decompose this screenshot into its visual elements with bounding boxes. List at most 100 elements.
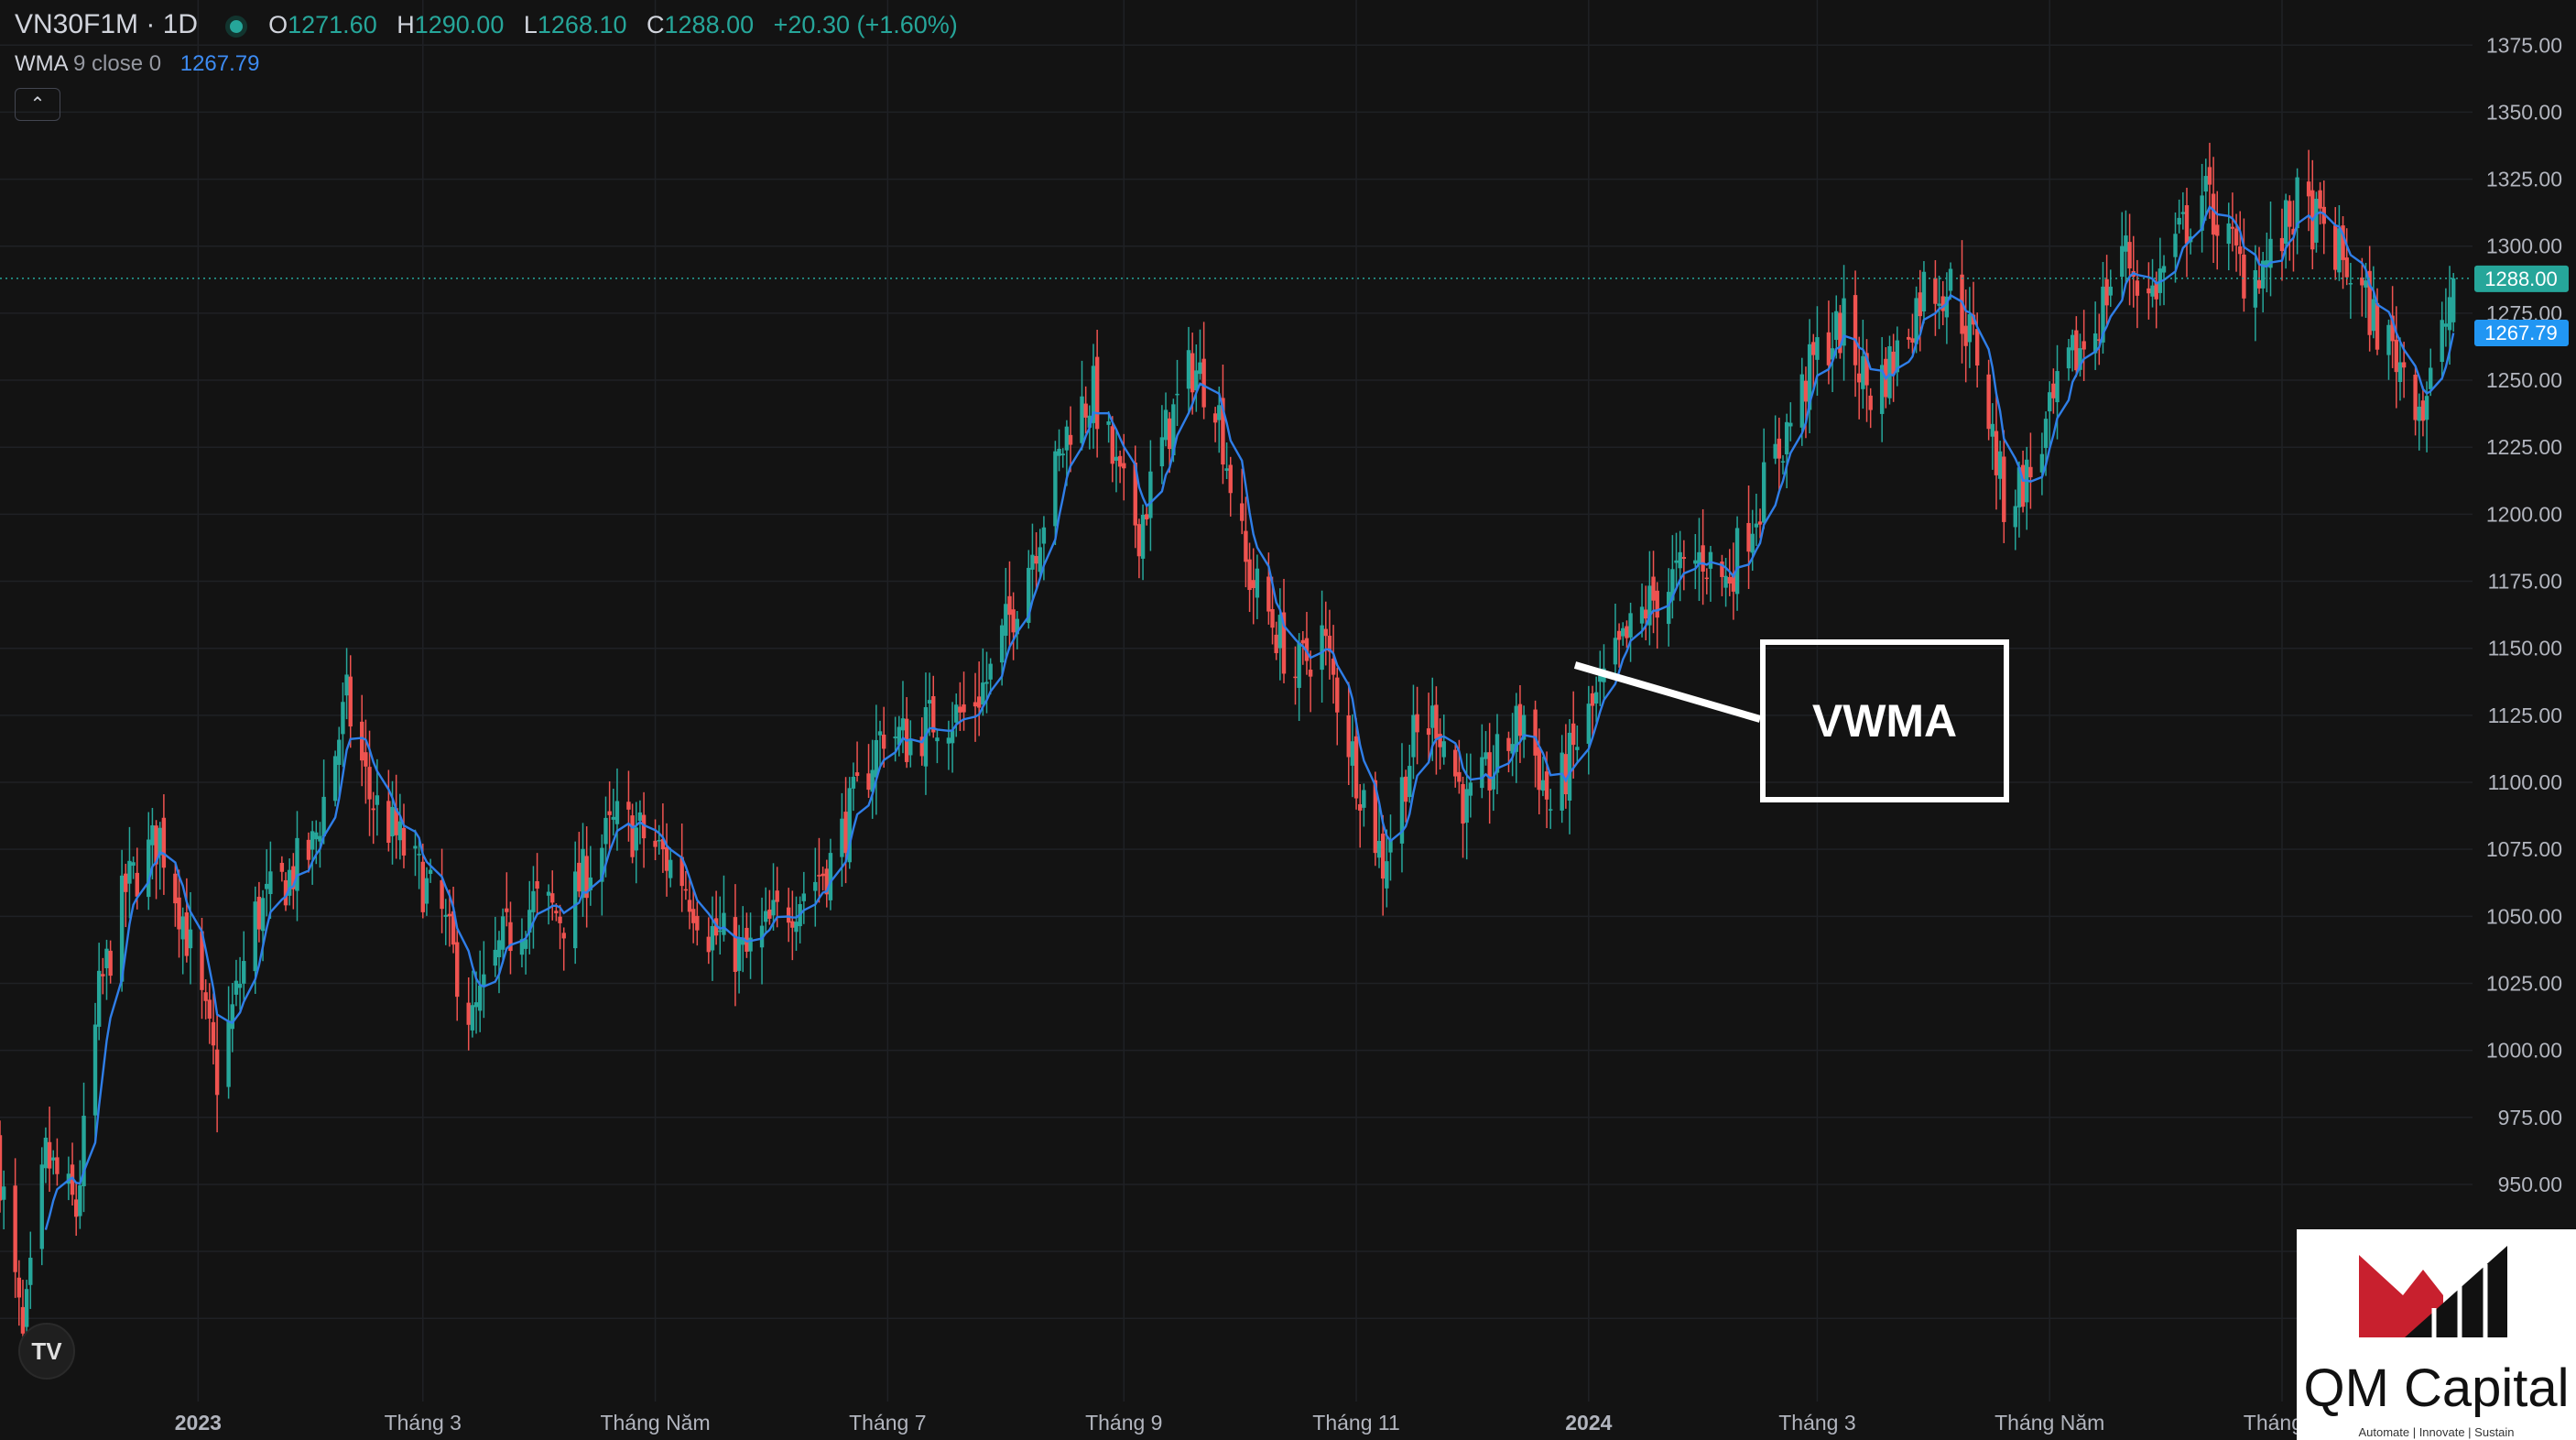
candle-body bbox=[984, 682, 989, 684]
price-tick-label: 1325.00 bbox=[2486, 168, 2562, 191]
candle-body bbox=[16, 1277, 22, 1298]
collapse-legend-button[interactable]: ⌃ bbox=[15, 88, 60, 121]
candle-body bbox=[1030, 554, 1035, 570]
candle-body bbox=[237, 983, 243, 988]
candle-body bbox=[2154, 281, 2158, 300]
candle-body bbox=[1221, 398, 1225, 465]
candle-body bbox=[505, 908, 509, 912]
candle-body bbox=[603, 817, 608, 845]
candle-body bbox=[958, 706, 962, 713]
candle-body bbox=[1517, 704, 1523, 736]
candle-body bbox=[2051, 383, 2056, 398]
candle-body bbox=[577, 862, 582, 892]
candle-body bbox=[695, 915, 700, 931]
candle-body bbox=[1106, 421, 1111, 425]
candle-body bbox=[2173, 234, 2178, 257]
candle-body bbox=[1186, 350, 1191, 389]
candle-body bbox=[767, 909, 772, 919]
candle-body bbox=[1907, 336, 1911, 340]
market-status-icon bbox=[224, 15, 247, 38]
candle-body bbox=[1788, 422, 1793, 427]
time-tick-label: 2024 bbox=[1565, 1411, 1612, 1435]
qm-logo-icon bbox=[2359, 1246, 2507, 1337]
candle-body bbox=[2443, 323, 2449, 327]
candle-body bbox=[2288, 201, 2292, 227]
time-tick-label: Tháng Năm bbox=[600, 1411, 710, 1435]
candle-body bbox=[2020, 464, 2026, 507]
candle-body bbox=[1380, 834, 1386, 879]
candle-body bbox=[1997, 451, 2003, 479]
tradingview-logo-icon[interactable]: TV bbox=[18, 1323, 75, 1380]
candle-body bbox=[1198, 362, 1202, 375]
candle-body bbox=[2318, 190, 2322, 209]
candle-body bbox=[1411, 715, 1416, 758]
candle-body bbox=[1060, 453, 1065, 456]
price-tick-label: 975.00 bbox=[2498, 1106, 2562, 1129]
candle-body bbox=[2337, 228, 2342, 273]
qm-capital-watermark: QM Capital Automate | Innovate | Sustain bbox=[2297, 1229, 2576, 1440]
candle-body bbox=[1297, 642, 1301, 688]
candle-body bbox=[1575, 747, 1580, 750]
candle-body bbox=[332, 756, 338, 802]
candle-body bbox=[43, 1137, 49, 1169]
time-tick-label: 2023 bbox=[175, 1411, 222, 1435]
candle-body bbox=[1094, 356, 1100, 430]
candle-body bbox=[341, 702, 345, 735]
candle-body bbox=[1891, 351, 1896, 376]
indicator-name: WMA bbox=[15, 51, 68, 76]
candle-body bbox=[1175, 393, 1179, 396]
candle-body bbox=[47, 1141, 52, 1169]
candle-body bbox=[1639, 606, 1645, 624]
candle-body bbox=[1598, 675, 1603, 682]
time-tick-label: Tháng 3 bbox=[385, 1411, 462, 1435]
candle-body bbox=[1974, 329, 1980, 366]
candle-body bbox=[211, 1021, 216, 1046]
candle-body bbox=[1723, 575, 1728, 588]
candle-body bbox=[96, 970, 102, 1027]
candle-body bbox=[265, 883, 269, 889]
candle-body bbox=[420, 861, 425, 912]
candle-body bbox=[2016, 467, 2022, 507]
candle-body bbox=[306, 839, 311, 860]
candle-body bbox=[1651, 576, 1656, 601]
candle-body bbox=[447, 913, 452, 917]
candle-body bbox=[931, 695, 936, 733]
symbol-title[interactable]: VN30F1M · 1D bbox=[15, 9, 199, 39]
candle-body bbox=[962, 704, 966, 713]
candle-body bbox=[1701, 545, 1705, 572]
candle-body bbox=[1757, 521, 1763, 525]
candle-body bbox=[1628, 613, 1633, 638]
candle-body bbox=[1251, 580, 1255, 588]
indicator-legend[interactable]: WMA 9 close 0 1267.79 bbox=[15, 51, 260, 77]
candle-body bbox=[1240, 503, 1245, 521]
candle-body bbox=[558, 916, 562, 923]
candle-body bbox=[473, 1002, 479, 1008]
candle-body bbox=[2180, 212, 2186, 214]
candle-body bbox=[614, 801, 620, 824]
candle-body bbox=[1887, 345, 1892, 398]
candle-body bbox=[1171, 404, 1176, 456]
candle-body bbox=[2104, 278, 2109, 306]
candle-body bbox=[2424, 396, 2429, 420]
candle-body bbox=[508, 922, 513, 952]
candle-body bbox=[1087, 415, 1092, 428]
candle-body bbox=[1015, 618, 1019, 635]
symbol-legend: VN30F1M · 1D O1271.60 H1290.00 L1268.10 … bbox=[15, 9, 958, 39]
grid-lines bbox=[0, 0, 2473, 1402]
candle-body bbox=[180, 916, 185, 940]
candle-body bbox=[1133, 462, 1137, 526]
candle-body bbox=[690, 909, 696, 923]
candle-body bbox=[1644, 609, 1648, 619]
candle-body bbox=[1506, 737, 1511, 751]
candle-body bbox=[1784, 421, 1789, 454]
candle-body bbox=[161, 817, 167, 868]
candle-body bbox=[92, 1024, 98, 1116]
candle-body bbox=[2120, 245, 2125, 278]
candle-body bbox=[337, 739, 342, 766]
candle-body bbox=[1625, 626, 1629, 638]
candle-body bbox=[2344, 257, 2349, 278]
candle-body bbox=[1940, 296, 1945, 311]
candle-body bbox=[173, 873, 178, 904]
candle-body bbox=[2226, 223, 2231, 245]
